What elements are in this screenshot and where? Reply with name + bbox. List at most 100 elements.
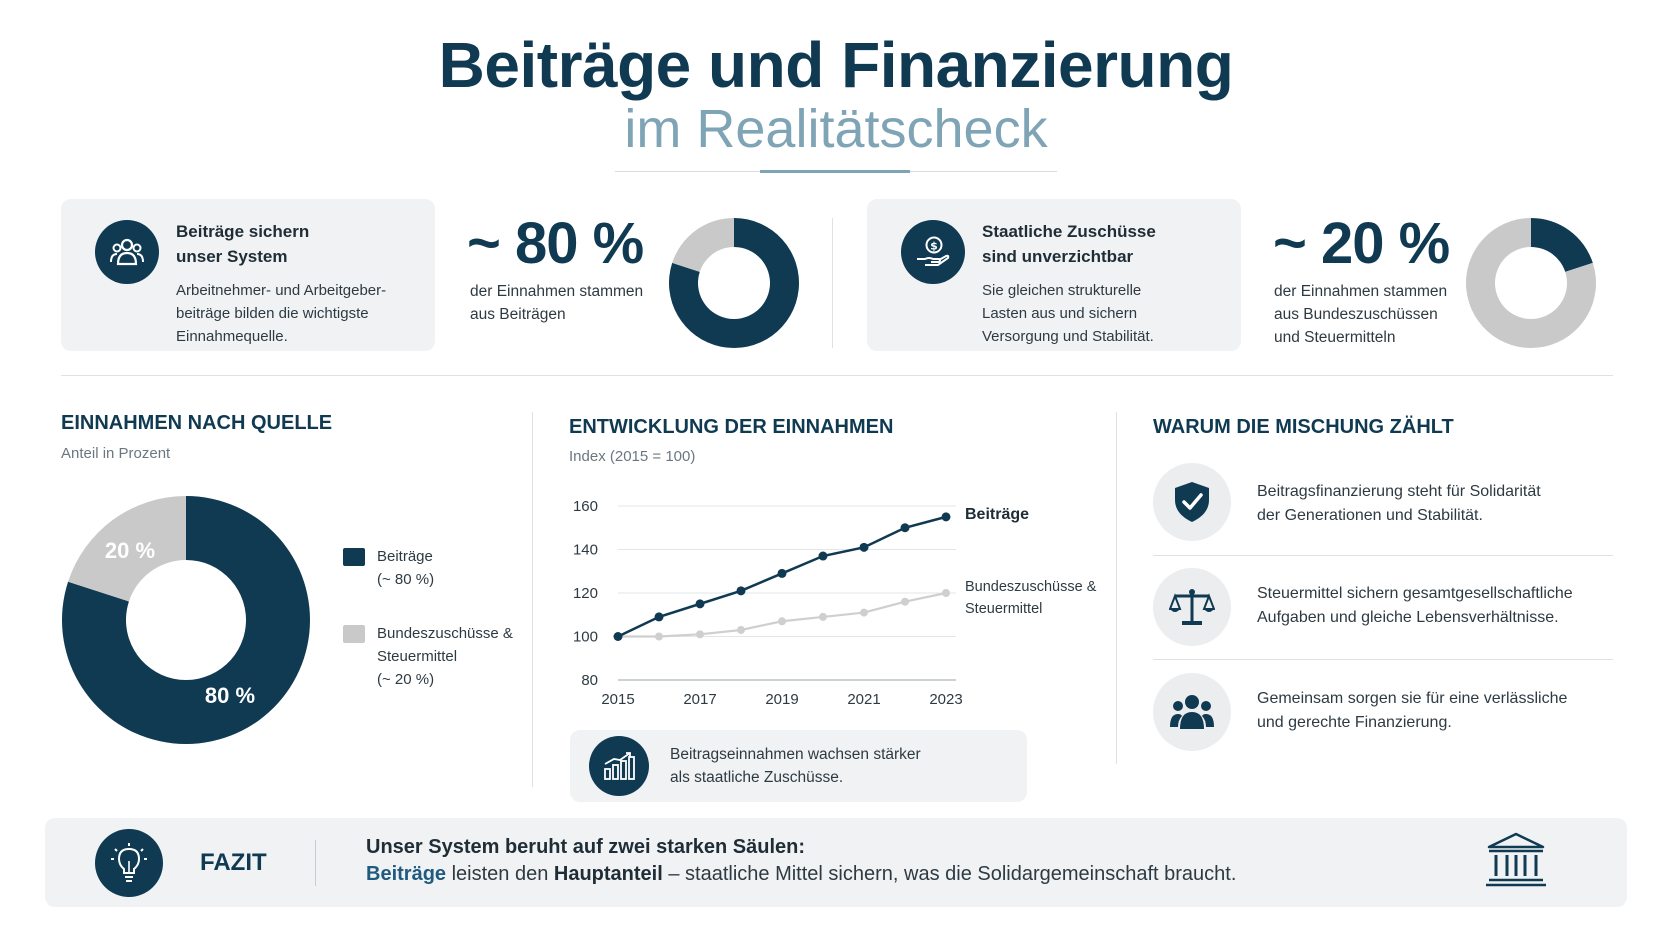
- divider: [832, 218, 833, 348]
- donut-slice-other: [1466, 218, 1596, 348]
- slice-label-subsidies: 20 %: [105, 538, 155, 563]
- section-title-reasons: WARUM DIE MISCHUNG ZÄHLT: [1153, 416, 1454, 438]
- series-subsidies-point: [778, 617, 786, 626]
- info-card-subsidies: $ Staatliche Zuschüsse sind unverzichtba…: [867, 199, 1241, 351]
- stat-desc-line: aus Beiträgen: [470, 306, 566, 323]
- info-card-contributions: Beiträge sichern unser System Arbeitnehm…: [61, 199, 435, 351]
- section-subtitle-sources: Anteil in Prozent: [61, 445, 171, 462]
- x-tick-label: 2017: [683, 691, 716, 708]
- pie-slice-contributions: [62, 496, 311, 744]
- series-subsidies-point: [901, 597, 909, 606]
- card-text-line: Einnahmequelle.: [176, 328, 288, 345]
- reason-text-line: Beitragsfinanzierung steht für Solidarit…: [1257, 483, 1541, 500]
- reason-text-line: Aufgaben und gleiche Lebensverhältnisse.: [1257, 609, 1559, 626]
- series-subsidies-point: [655, 632, 663, 641]
- line-chart-development: 80 100 120 140 160 2015 2017 2019 2021 2023: [573, 498, 963, 708]
- people-group-icon: [95, 220, 159, 284]
- balance-scale-icon: [1153, 568, 1231, 646]
- conclusion-line-1: Unser System beruht auf zwei starken Säu…: [366, 836, 806, 858]
- y-tick-label: 120: [573, 585, 598, 602]
- reason-divider: [1153, 555, 1613, 556]
- stat-desc-line: und Steuermitteln: [1274, 329, 1396, 346]
- x-tick-label: 2015: [601, 691, 634, 708]
- note-card-growth: Beitragseinnahmen wachsen stärker als st…: [570, 730, 1027, 802]
- legend-label: Beiträge: [377, 548, 433, 565]
- series-contributions-point: [695, 599, 705, 609]
- conclusion-highlight: Hauptanteil: [553, 863, 663, 885]
- series-label-subsidies: Steuermittel: [965, 601, 1043, 617]
- svg-text:$: $: [930, 240, 938, 253]
- series-subsidies-point: [737, 625, 745, 634]
- donut-slice-contributions: [669, 218, 799, 348]
- section-title-development: ENTWICKLUNG DER EINNAHMEN: [569, 416, 894, 438]
- reason-text-line: und gerechte Finanzierung.: [1257, 714, 1452, 731]
- legend-label: Steuermittel: [377, 648, 458, 665]
- card-text-line: Lasten aus und sichern: [982, 305, 1138, 322]
- pie-slice-subsidies: [68, 496, 186, 602]
- stat-value-contributions: ~ 80 %: [467, 211, 644, 276]
- donut-slice-subsidies: [1531, 218, 1593, 272]
- divider: [315, 840, 316, 886]
- coin-hand-icon: $: [901, 220, 965, 284]
- series-contributions-point: [818, 551, 828, 561]
- reason-text-line: Gemeinsam sorgen sie für eine verlässlic…: [1257, 690, 1568, 707]
- page-title: Beiträge und Finanzierung: [438, 29, 1234, 101]
- note-text-line: Beitragseinnahmen wachsen stärker: [670, 746, 921, 763]
- reason-text-line: der Generationen und Stabilität.: [1257, 507, 1483, 524]
- card-title-line: sind unverzichtbar: [982, 247, 1134, 266]
- series-contributions-point: [777, 568, 787, 578]
- pie-chart-sources: 20 % 80 %: [62, 496, 311, 744]
- stat-desc-line: der Einnahmen stammen: [470, 283, 644, 300]
- series-contributions-point: [613, 632, 623, 641]
- card-text-line: Sie gleichen strukturelle: [982, 282, 1142, 299]
- legend-label: Bundeszuschüsse &: [377, 625, 513, 642]
- series-subsidies-point: [696, 630, 704, 639]
- shield-check-icon: [1153, 463, 1231, 541]
- donut-subsidies: [1466, 218, 1596, 348]
- conclusion-label: FAZIT: [200, 849, 267, 876]
- series-subsidies-point: [819, 612, 827, 621]
- card-title-line: Staatliche Zuschüsse: [982, 222, 1156, 241]
- slice-label-contributions: 80 %: [205, 683, 255, 708]
- card-text-line: Arbeitnehmer- und Arbeitgeber-: [176, 282, 387, 299]
- page-subtitle: im Realitätscheck: [624, 99, 1048, 159]
- card-text-line: beiträge bilden die wichtigste: [176, 305, 369, 322]
- divider: [532, 412, 533, 787]
- conclusion-line-2: Beiträge leisten den Hauptanteil – staat…: [366, 863, 1236, 886]
- institution-building-icon: [1485, 831, 1547, 894]
- y-tick-label: 80: [581, 672, 598, 689]
- section-subtitle-development: Index (2015 = 100): [569, 448, 696, 465]
- conclusion-text: leisten den: [446, 863, 554, 885]
- conclusion-bar: FAZIT Unser System beruht auf zwei stark…: [45, 818, 1627, 907]
- people-icon: [1153, 673, 1231, 751]
- growth-chart-icon: [589, 736, 649, 796]
- series-subsidies-point: [860, 608, 868, 617]
- stat-desc-line: der Einnahmen stammen: [1274, 283, 1448, 300]
- series-contributions-point: [654, 612, 664, 622]
- card-title-line: unser System: [176, 247, 288, 266]
- donut-contributions: [669, 218, 799, 348]
- series-label-contributions: Beiträge: [965, 506, 1030, 523]
- y-tick-label: 140: [573, 542, 598, 559]
- series-subsidies-point: [942, 589, 950, 597]
- series-label-subsidies: Bundeszuschüsse &: [965, 579, 1097, 595]
- legend-swatch-subsidies: [343, 625, 365, 643]
- series-contributions-point: [736, 586, 746, 596]
- donut-slice-subsidies: [672, 218, 734, 272]
- x-tick-label: 2023: [929, 691, 962, 708]
- reason-divider: [1153, 659, 1613, 660]
- legend-label: (~ 80 %): [377, 571, 435, 588]
- card-title-line: Beiträge sichern: [176, 222, 310, 241]
- section-title-sources: EINNAHMEN NACH QUELLE: [61, 412, 333, 434]
- divider: [1116, 412, 1117, 764]
- y-tick-label: 160: [573, 498, 598, 515]
- section-divider: [61, 375, 1613, 376]
- x-tick-label: 2019: [765, 691, 798, 708]
- card-text-line: Versorgung und Stabilität.: [982, 328, 1154, 345]
- note-text-line: als staatliche Zuschüsse.: [670, 769, 844, 786]
- legend-swatch-contributions: [343, 548, 365, 566]
- x-tick-label: 2021: [847, 691, 880, 708]
- stat-desc-line: aus Bundeszuschüssen: [1274, 306, 1438, 323]
- series-contributions-point: [941, 512, 951, 522]
- title-divider-accent: [760, 170, 910, 173]
